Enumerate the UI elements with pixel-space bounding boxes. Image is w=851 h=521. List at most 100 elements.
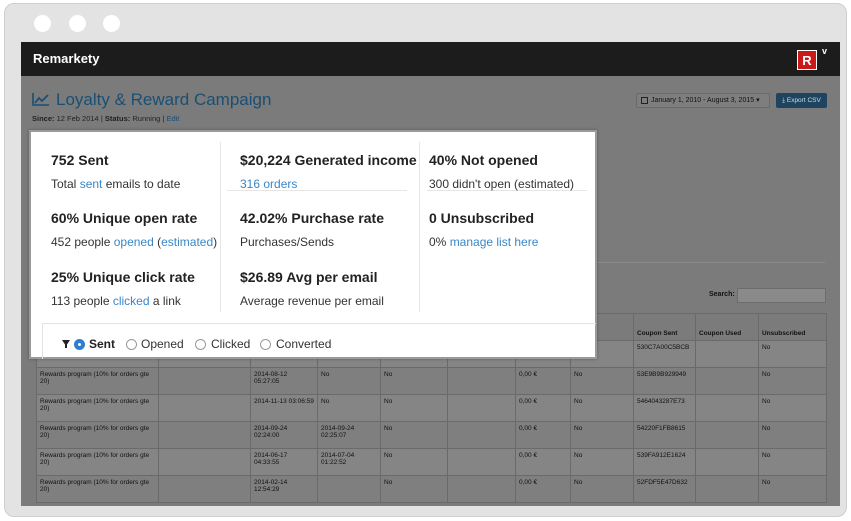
sent-link[interactable]: sent — [79, 177, 103, 191]
stat-heading: 752 Sent — [51, 152, 109, 168]
table-cell: No — [570, 394, 634, 422]
stat-unique-click-rate: 25% Unique click rate 113 people clicked… — [31, 249, 220, 308]
status-label: Status: — [104, 114, 131, 123]
table-cell: 2014-11-13 03:06:59 — [250, 394, 318, 422]
divider — [227, 190, 407, 191]
opened-link[interactable]: opened — [113, 235, 154, 249]
table-cell — [695, 421, 759, 449]
table-cell: No — [570, 367, 634, 395]
table-cell: 52FDF5E47D632 — [633, 475, 696, 503]
table-cell: No — [380, 421, 448, 449]
divider — [220, 142, 221, 312]
table-cell: Rewards program (10% for orders gte 20) — [36, 448, 159, 476]
account-badge[interactable]: R — [797, 50, 817, 70]
stat-unsubscribed: 0 Unsubscribed 0% manage list here — [409, 190, 598, 249]
table-cell: No — [758, 367, 827, 395]
window-dot-icon — [69, 15, 86, 32]
stat-unique-open-rate: 60% Unique open rate 452 people opened (… — [31, 190, 220, 249]
stat-description: 316 orders — [240, 177, 297, 191]
table-cell: No — [317, 367, 381, 395]
date-range-button[interactable]: January 1, 2010 - August 3, 2015 ▾ — [636, 93, 770, 108]
table-cell: No — [380, 367, 448, 395]
remarkety-logo[interactable]: Remarkety — [33, 51, 100, 66]
table-cell: No — [758, 448, 827, 476]
table-cell: No — [758, 421, 827, 449]
stat-sent: 752 Sent Total sent emails to date — [31, 132, 220, 191]
stat-heading: 0 Unsubscribed — [429, 210, 535, 226]
table-cell: No — [380, 448, 448, 476]
column-header-coupon-used[interactable]: Coupon Used — [695, 313, 759, 341]
table-cell: 2014-07-04 01:22:52 — [317, 448, 381, 476]
filter-radio-converted[interactable] — [260, 339, 271, 350]
table-row: Rewards program (10% for orders gte 20) … — [36, 394, 827, 422]
stat-description: 452 people opened (estimated) — [51, 235, 218, 249]
download-icon: ⤓ — [782, 97, 786, 104]
table-cell: 5464043287E73 — [633, 394, 696, 422]
filter-label-converted[interactable]: Converted — [276, 337, 332, 351]
table-cell: No — [380, 394, 448, 422]
page-title: Loyalty & Reward Campaign — [56, 90, 272, 109]
column-header-coupon-sent[interactable]: Coupon Sent — [633, 313, 696, 341]
filter-radio-clicked[interactable] — [195, 339, 206, 350]
table-cell: Rewards program (10% for orders gte 20) — [36, 421, 159, 449]
stat-description: 0% manage list here — [429, 235, 539, 249]
filter-label-opened[interactable]: Opened — [141, 337, 184, 351]
manage-list-link[interactable]: manage list here — [449, 235, 539, 249]
filter-label-sent[interactable]: Sent — [89, 337, 116, 351]
table-cell — [158, 448, 251, 476]
table-cell — [695, 394, 759, 422]
since-value: 12 Feb 2014 — [56, 114, 99, 123]
table-cell: 2014-09-24 02:25:07 — [317, 421, 381, 449]
export-csv-button[interactable]: ⤓ Export CSV — [776, 93, 827, 108]
campaign-meta: Since: 12 Feb 2014 | Status: Running | E… — [32, 114, 180, 123]
stat-description: Purchases/Sends — [240, 235, 335, 249]
orders-link[interactable]: 316 orders — [240, 177, 298, 191]
table-cell: 539FA912E1624 — [633, 448, 696, 476]
filter-label-clicked[interactable]: Clicked — [211, 337, 251, 351]
column-header-unsubscribed[interactable]: Unsubscribed — [758, 313, 827, 341]
table-row: Rewards program (10% for orders gte 20) … — [36, 448, 827, 476]
table-cell — [695, 475, 759, 503]
divider — [427, 190, 587, 191]
stat-heading: 40% Not opened — [429, 152, 538, 168]
stat-heading: 42.02% Purchase rate — [240, 210, 384, 226]
clicked-link[interactable]: clicked — [112, 294, 150, 308]
account-caret-icon[interactable]: v — [822, 46, 828, 56]
table-cell: Rewards program (10% for orders gte 20) — [36, 475, 159, 503]
stat-heading: $26.89 Avg per email — [240, 269, 378, 285]
date-range-label: January 1, 2010 - August 3, 2015 — [651, 97, 755, 104]
table-cell: No — [570, 475, 634, 503]
table-cell — [695, 448, 759, 476]
table-cell — [158, 367, 251, 395]
table-cell: No — [758, 394, 827, 422]
divider — [595, 262, 825, 263]
stat-heading: 25% Unique click rate — [51, 269, 195, 285]
stat-generated-income: $20,224 Generated income 316 orders — [220, 132, 417, 191]
stat-description: Total sent emails to date — [51, 177, 181, 191]
table-row: Rewards program (10% for orders gte 20) … — [36, 421, 827, 449]
table-cell: Rewards program (10% for orders gte 20) — [36, 394, 159, 422]
table-cell: 0,00 € — [515, 394, 571, 422]
table-cell — [158, 421, 251, 449]
search-input[interactable] — [737, 288, 826, 303]
stat-description: 300 didn't open (estimated) — [429, 177, 575, 191]
table-cell — [695, 367, 759, 395]
export-csv-label: Export CSV — [786, 97, 821, 104]
top-navbar: Remarkety R v — [21, 42, 840, 76]
table-cell: 2014-08-12 05:27:05 — [250, 367, 318, 395]
table-cell: 2014-06-17 04:33:55 — [250, 448, 318, 476]
calendar-icon — [641, 97, 648, 104]
table-cell: 54220F1FB8615 — [633, 421, 696, 449]
table-cell: 0,00 € — [515, 448, 571, 476]
table-row: Rewards program (10% for orders gte 20) … — [36, 475, 827, 503]
browser-frame: Remarkety R v Loyalty & Reward Campaign … — [4, 3, 847, 517]
stat-purchase-rate: 42.02% Purchase rate Purchases/Sends — [220, 190, 409, 249]
edit-link[interactable]: Edit — [166, 114, 180, 123]
table-cell: Rewards program (10% for orders gte 20) — [36, 367, 159, 395]
estimated-link[interactable]: estimated — [161, 235, 214, 249]
filter-radio-sent[interactable] — [74, 339, 85, 350]
filter-radio-opened[interactable] — [126, 339, 137, 350]
table-cell: 2014-02-14 12:54:29 — [250, 475, 318, 503]
filter-icon — [62, 340, 70, 346]
divider — [419, 142, 420, 312]
